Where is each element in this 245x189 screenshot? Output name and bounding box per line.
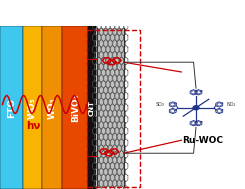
Text: SO₃: SO₃ xyxy=(156,102,165,107)
Text: CNT: CNT xyxy=(89,100,95,116)
Bar xyxy=(23,26,42,189)
Text: Ru-WOC: Ru-WOC xyxy=(182,136,223,145)
Bar xyxy=(42,26,62,189)
Bar xyxy=(97,28,124,187)
Text: 2H₂O + 4hν: 2H₂O + 4hν xyxy=(5,8,69,18)
Bar xyxy=(0,26,23,189)
Bar xyxy=(88,26,96,189)
Text: WO₃: WO₃ xyxy=(48,97,57,119)
Bar xyxy=(87,30,140,187)
Text: FTO: FTO xyxy=(7,98,16,118)
Text: WO₃: WO₃ xyxy=(28,97,37,119)
Text: hν: hν xyxy=(26,121,40,131)
Text: BiVO₄: BiVO₄ xyxy=(71,94,80,122)
Text: NO₂: NO₂ xyxy=(227,102,236,107)
Circle shape xyxy=(193,106,199,110)
Text: O₂ + 4H⁺ + 4e⁻: O₂ + 4H⁺ + 4e⁻ xyxy=(142,8,225,18)
Bar xyxy=(62,26,88,189)
